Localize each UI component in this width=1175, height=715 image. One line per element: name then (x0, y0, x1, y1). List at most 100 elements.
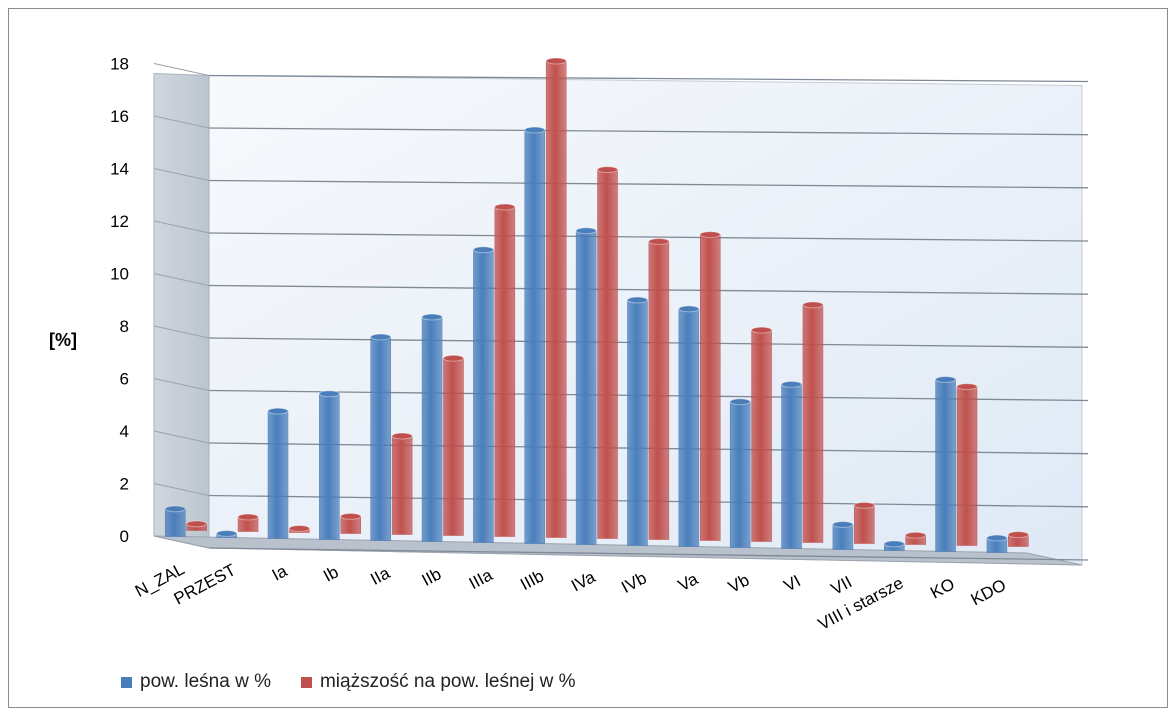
bar-top-pow-lesna (626, 296, 648, 304)
x-category-label: IVb (618, 568, 649, 597)
y-tick-label: 14 (110, 160, 129, 179)
bar-top-pow-lesna (832, 521, 854, 528)
y-tick-label: 10 (110, 265, 129, 284)
gridline-side (153, 115, 210, 129)
x-category-label: IVa (568, 567, 599, 595)
bar-top-pow-lesna (986, 534, 1008, 542)
bar-miazszosc-IVb (648, 241, 670, 540)
x-category-label: Ib (320, 562, 341, 585)
gridline-side (153, 220, 210, 234)
bar-top-miazszosc (802, 301, 824, 309)
gridline-side (153, 325, 210, 339)
bar-pow-lesna-N_ZAL (165, 508, 186, 537)
x-category-label: KDO (968, 575, 1009, 609)
legend-label-series-1: pow. leśna w % (140, 671, 271, 692)
bar-top-pow-lesna (164, 505, 186, 513)
gridline-side (153, 378, 210, 391)
bar-top-miazszosc (340, 512, 362, 520)
x-category-label: Ia (269, 561, 291, 585)
bar-pow-lesna-Ia (267, 410, 289, 539)
bar-top-miazszosc (751, 326, 773, 334)
bar-top-pow-lesna (678, 305, 700, 313)
y-tick-label: 16 (110, 107, 129, 126)
x-category-label: VI (781, 571, 804, 595)
bar-miazszosc-IIa (391, 435, 413, 535)
bar-top-miazszosc (442, 354, 464, 362)
bar-top-miazszosc (597, 166, 619, 174)
bar-top-miazszosc (956, 383, 978, 391)
gridline-side (153, 430, 210, 444)
bar-top-pow-lesna (318, 390, 340, 398)
legend-label-series-2: miąższość na pow. leśnej w % (319, 671, 576, 692)
legend-swatch-series-1 (121, 676, 132, 688)
bar-top-miazszosc (391, 432, 413, 440)
bar-top-miazszosc (545, 57, 567, 65)
gridline (208, 179, 1089, 189)
bar-pow-lesna-IVa (575, 230, 597, 545)
gridline (208, 547, 1089, 561)
legend-item-series-1: pow. leśna w % (121, 671, 271, 693)
gridline (208, 284, 1089, 295)
bar-top-miazszosc (905, 531, 927, 539)
bar-miazszosc-Va (699, 234, 721, 541)
bar-top-pow-lesna (781, 380, 803, 388)
y-tick-label: 18 (110, 55, 129, 74)
gridline-side (153, 273, 210, 286)
bar-miazszosc-KO (956, 386, 978, 546)
bar-top-pow-lesna (729, 398, 751, 406)
x-category-label: IIb (419, 564, 445, 590)
bar-top-pow-lesna (370, 333, 392, 341)
gridline-side (153, 168, 210, 181)
bar-pow-lesna-KO (935, 379, 956, 552)
bar-miazszosc-IIb (443, 358, 464, 536)
bar-top-pow-lesna (267, 407, 289, 415)
bar-top-miazszosc (853, 501, 875, 509)
bar-pow-lesna-Vb (729, 401, 751, 548)
bar-pow-lesna-VI (781, 384, 802, 549)
gridline-side (153, 483, 210, 496)
bar-pow-lesna-VII (832, 524, 854, 550)
x-category-label: KO (927, 574, 958, 602)
y-tick-label: 4 (120, 422, 129, 441)
gridline-side (153, 535, 210, 549)
bar-top-pow-lesna (883, 540, 905, 548)
chart-legend: pow. leśna w % miąższość na pow. leśnej … (121, 671, 576, 693)
x-category-label: IIIb (517, 566, 547, 594)
gridline (208, 337, 1089, 348)
bar-top-miazszosc (494, 203, 516, 211)
bar-top-miazszosc (186, 520, 208, 528)
bar-top-pow-lesna (935, 376, 957, 383)
bar-pow-lesna-Ib (319, 393, 340, 540)
y-tick-label: 8 (120, 317, 129, 336)
x-category-label: IIa (367, 563, 393, 589)
bar-top-miazszosc (237, 513, 259, 521)
chart-frame: 0 2 4 6 8 10 12 14 16 18 [%] N_ZAL PRZEST Ia Ib IIa IIb I… (8, 8, 1168, 708)
bar-pow-lesna-IIIa (473, 249, 494, 543)
bar-miazszosc-Vb (751, 329, 772, 542)
bar-top-pow-lesna (575, 227, 597, 235)
bar-pow-lesna-IIa (370, 336, 391, 541)
bar-miazszosc-IVa (597, 169, 618, 539)
gridline (208, 74, 1089, 83)
bar-miazszosc-IIIa (494, 206, 516, 537)
bar-top-pow-lesna (524, 126, 546, 134)
bar-top-miazszosc (699, 231, 721, 239)
y-axis-label: [%] (49, 330, 77, 350)
bar-top-pow-lesna (421, 313, 443, 321)
y-tick-label: 0 (120, 527, 129, 546)
bar-top-miazszosc (1007, 531, 1029, 539)
gridline (208, 232, 1089, 242)
bar-top-pow-lesna (216, 530, 238, 537)
bar-top-miazszosc (288, 525, 310, 532)
plot-side-wall (153, 72, 210, 549)
bar-pow-lesna-IIb (421, 316, 443, 542)
y-tick-label: 6 (120, 370, 129, 389)
bar-miazszosc-VII (854, 505, 875, 544)
x-category-label: Vb (725, 570, 752, 597)
x-category-label: VII (828, 572, 855, 599)
legend-swatch-series-2 (300, 676, 312, 688)
y-tick-label: 2 (120, 475, 129, 494)
legend-item-series-2: miąższość na pow. leśnej w % (300, 671, 576, 693)
bar-top-pow-lesna (472, 246, 494, 254)
